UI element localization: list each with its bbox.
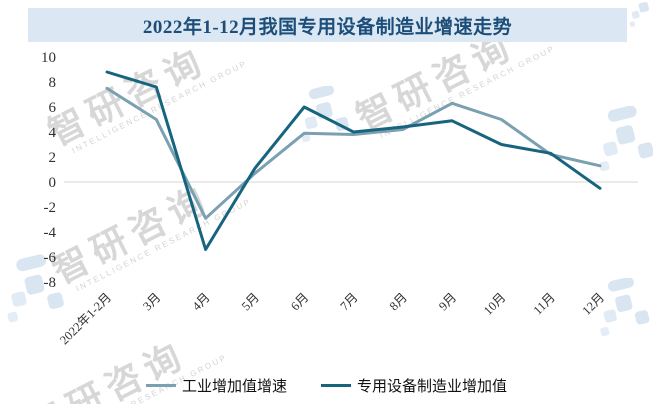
x-axis-label: 7月 bbox=[337, 290, 360, 313]
chart-legend: 工业增加值增速 专用设备制造业增加值 bbox=[0, 375, 653, 396]
legend-item-special-equipment: 专用设备制造业增加值 bbox=[321, 375, 507, 396]
y-tick-label: 8 bbox=[49, 75, 57, 91]
x-axis-label: 6月 bbox=[288, 290, 311, 313]
y-tick-label: -4 bbox=[44, 225, 57, 241]
x-axis-label: 12月 bbox=[580, 290, 608, 318]
legend-label: 专用设备制造业增加值 bbox=[357, 379, 508, 395]
title-bar: 2022年1-12月我国专用设备制造业增速走势 bbox=[28, 8, 627, 42]
x-axis-label: 8月 bbox=[387, 290, 410, 313]
x-axis-label: 4月 bbox=[190, 290, 213, 313]
chart-title: 2022年1-12月我国专用设备制造业增速走势 bbox=[142, 16, 513, 38]
series-line-1 bbox=[105, 70, 602, 251]
x-axis-label: 2022年1-2月 bbox=[57, 290, 114, 347]
legend-item-industrial-growth: 工业增加值增速 bbox=[145, 375, 287, 396]
y-tick-label: -8 bbox=[44, 275, 57, 291]
y-tick-label: 6 bbox=[49, 100, 57, 116]
x-axis-label: 9月 bbox=[436, 290, 459, 313]
legend-swatch bbox=[145, 384, 176, 387]
y-tick-label: -6 bbox=[44, 250, 57, 266]
y-tick-label: 2 bbox=[49, 150, 57, 166]
x-axis-label: 10月 bbox=[481, 290, 509, 318]
y-tick-label: -2 bbox=[44, 200, 57, 216]
y-tick-label: 0 bbox=[49, 175, 57, 191]
y-tick-label: 10 bbox=[41, 50, 56, 66]
y-tick-label: 4 bbox=[49, 125, 57, 141]
series-line-0 bbox=[105, 86, 602, 220]
x-axis-label: 3月 bbox=[140, 290, 163, 313]
legend-swatch bbox=[321, 384, 351, 387]
x-axis-label: 11月 bbox=[531, 290, 558, 317]
x-axis-label: 5月 bbox=[239, 290, 262, 313]
legend-label: 工业增加值增速 bbox=[181, 379, 287, 395]
watermark-logo-icon bbox=[629, 0, 650, 27]
